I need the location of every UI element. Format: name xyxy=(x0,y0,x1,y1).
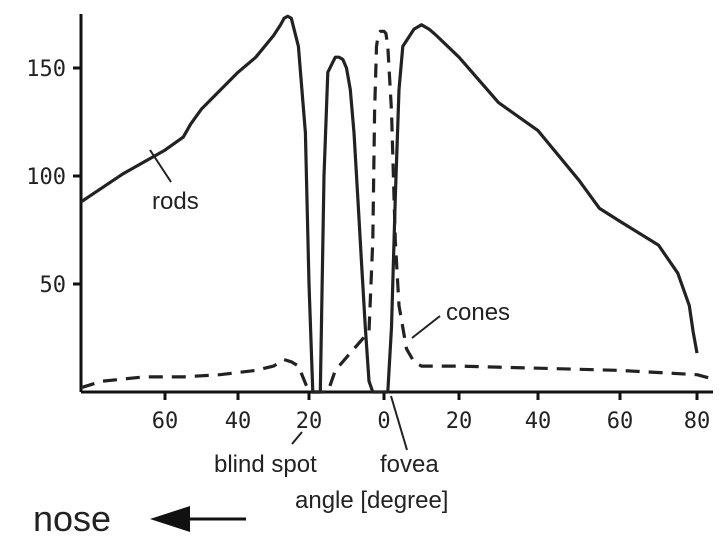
x-axis-title: angle [degree] xyxy=(295,487,448,514)
fovea-leader-line xyxy=(390,395,408,451)
y-tick-label: 150 xyxy=(26,57,66,82)
fovea-label: fovea xyxy=(380,451,439,478)
blind-spot-leader-line xyxy=(291,431,303,445)
nose-arrow-icon xyxy=(150,506,190,532)
y-tick-label: 100 xyxy=(26,165,66,190)
x-tick-label: 20 xyxy=(446,409,473,434)
x-tick-label: 0 xyxy=(377,409,390,434)
rods-label: rods xyxy=(152,188,199,215)
blind-spot-label: blind spot xyxy=(214,451,317,478)
x-tick-label: 80 xyxy=(684,409,711,434)
nose-label: nose xyxy=(33,498,111,539)
series-line-rods xyxy=(80,14,699,394)
series-line-cones xyxy=(80,29,714,394)
cones-label: cones xyxy=(446,299,510,326)
x-tick-label: 60 xyxy=(152,409,179,434)
x-tick-label: 40 xyxy=(525,409,552,434)
x-tick-label: 20 xyxy=(296,409,323,434)
x-tick-label: 40 xyxy=(225,409,252,434)
y-tick-label: 50 xyxy=(40,273,67,298)
rods-leader-line xyxy=(149,149,172,183)
cones-leader-line xyxy=(411,315,441,339)
x-tick-label: 60 xyxy=(607,409,634,434)
